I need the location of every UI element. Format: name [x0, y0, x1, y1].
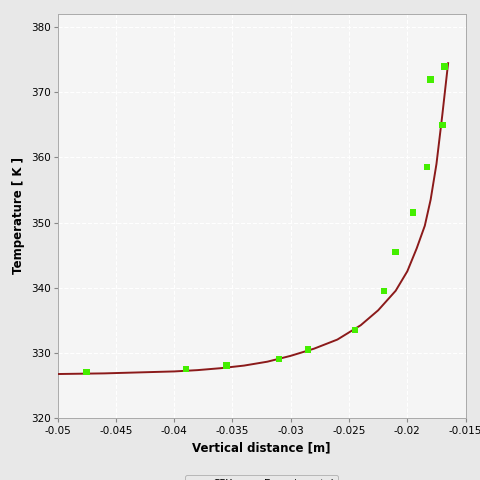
Experimental	[182, 365, 190, 372]
CFX	[148, 369, 154, 375]
Line: CFX: CFX	[58, 63, 448, 374]
CFX	[445, 60, 451, 66]
Experimental	[441, 62, 448, 70]
X-axis label: Vertical distance [m]: Vertical distance [m]	[192, 442, 331, 455]
CFX	[101, 371, 107, 376]
Experimental	[351, 326, 359, 334]
Experimental	[427, 75, 434, 83]
CFX	[264, 359, 270, 364]
CFX	[439, 112, 445, 118]
CFX	[335, 336, 340, 342]
Experimental	[392, 248, 399, 256]
Experimental	[304, 346, 312, 353]
Y-axis label: Temperature [ K ]: Temperature [ K ]	[12, 157, 25, 275]
CFX	[125, 370, 131, 376]
Experimental	[380, 287, 388, 295]
CFX	[311, 346, 317, 351]
CFX	[414, 246, 420, 252]
CFX	[433, 161, 439, 167]
Experimental	[438, 121, 446, 129]
CFX	[194, 367, 200, 373]
CFX	[78, 371, 84, 377]
CFX	[405, 268, 410, 274]
CFX	[358, 323, 363, 328]
CFX	[218, 365, 224, 371]
Experimental	[223, 362, 230, 370]
Experimental	[423, 163, 431, 171]
CFX	[422, 223, 428, 228]
CFX	[55, 371, 60, 377]
CFX	[241, 363, 247, 369]
CFX	[428, 197, 433, 203]
Experimental	[83, 368, 91, 376]
CFX	[375, 307, 381, 313]
CFX	[288, 353, 294, 359]
Legend: CFX, Experimental: CFX, Experimental	[185, 475, 338, 480]
CFX	[393, 288, 398, 294]
CFX	[171, 369, 177, 374]
Experimental	[409, 209, 417, 216]
Experimental	[275, 355, 283, 363]
